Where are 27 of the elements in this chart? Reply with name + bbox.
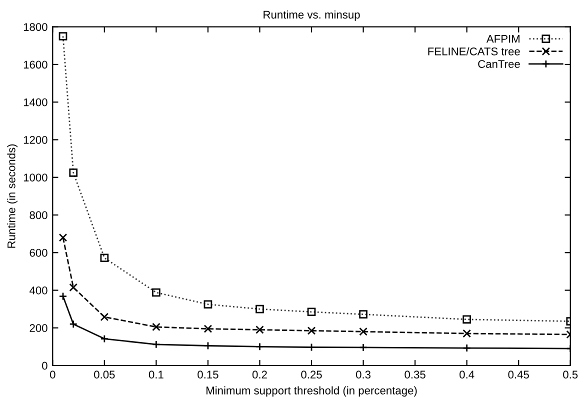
x-tick-label: 0.5: [563, 370, 578, 379]
x-tick-label: 0.25: [301, 370, 322, 379]
y-tick-label: 800: [30, 211, 48, 220]
x-tick-label: 0.3: [356, 370, 371, 379]
y-tick-label: 0: [42, 362, 48, 370]
x-tick-label: 0.1: [148, 370, 164, 379]
legend-label: CanTree: [478, 60, 520, 68]
x-tick-label: 0.15: [198, 370, 218, 379]
x-tick-label: 0.2: [252, 370, 267, 379]
y-tick-label: 1200: [24, 136, 48, 144]
legend-label: AFPIM: [486, 35, 520, 43]
chart-title: Runtime vs. minsup: [264, 10, 360, 21]
x-tick-label: 0.05: [94, 370, 115, 379]
x-tick-label: 0.35: [404, 370, 426, 379]
y-axis-title: Runtime (in seconds): [7, 144, 18, 248]
x-tick-label: 0.45: [508, 370, 529, 379]
x-tick-label: 0.4: [460, 370, 474, 379]
x-tick-label: 0: [50, 370, 56, 379]
y-tick-label: 1400: [24, 98, 48, 106]
y-tick-label: 1000: [24, 174, 48, 182]
y-tick-label: 600: [30, 248, 48, 257]
x-axis-title: Minimum support threshold (in percentage): [206, 386, 417, 397]
y-tick-label: 1600: [24, 60, 48, 69]
y-tick-label: 1800: [24, 23, 48, 31]
legend-label: FELINE/CATS tree: [428, 47, 520, 56]
y-tick-label: 200: [30, 324, 48, 332]
y-tick-label: 400: [30, 286, 48, 294]
